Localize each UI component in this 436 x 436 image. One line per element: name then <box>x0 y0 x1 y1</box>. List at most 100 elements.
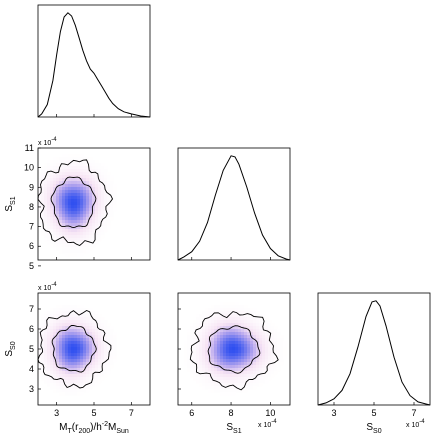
joint-panel-MT-SS0 <box>37 305 117 396</box>
density-cell <box>104 335 108 339</box>
density-cell <box>196 326 200 330</box>
density-cell <box>68 332 72 336</box>
density-cell <box>268 332 272 336</box>
density-cell <box>38 362 42 366</box>
density-cell <box>196 377 200 381</box>
density-cell <box>214 308 218 312</box>
density-cell <box>95 374 99 378</box>
density-cell <box>71 208 75 212</box>
density-cell <box>211 326 215 330</box>
density-cell <box>107 205 111 209</box>
density-cell <box>199 353 203 357</box>
density-cell <box>101 208 105 212</box>
density-cell <box>83 187 87 191</box>
density-cell <box>113 332 117 336</box>
density-cell <box>238 386 242 390</box>
density-cell <box>62 169 66 173</box>
density-cell <box>229 347 233 351</box>
density-cell <box>190 335 194 339</box>
density-cell <box>250 347 254 351</box>
density-cell <box>50 311 54 315</box>
density-cell <box>253 365 257 369</box>
density-cell <box>241 383 245 387</box>
density-cell <box>68 308 72 312</box>
density-cell <box>184 350 188 354</box>
density-cell <box>92 314 96 318</box>
density-cell <box>71 166 75 170</box>
density-cell <box>232 332 236 336</box>
density-cell <box>89 178 93 182</box>
density-cell <box>247 323 251 327</box>
density-cell <box>232 392 236 396</box>
density-cell <box>205 377 209 381</box>
density-cell <box>71 350 75 354</box>
density-cell <box>193 320 197 324</box>
density-cell <box>92 383 96 387</box>
density-cell <box>235 359 239 363</box>
density-cell <box>220 350 224 354</box>
density-cell <box>98 235 102 239</box>
density-cell <box>104 193 108 197</box>
density-cell <box>217 350 221 354</box>
density-cell <box>220 323 224 327</box>
density-cell <box>47 202 51 206</box>
density-cell <box>214 380 218 384</box>
density-cell <box>65 383 69 387</box>
density-cell <box>77 368 81 372</box>
density-cell <box>86 344 90 348</box>
density-cell <box>95 383 99 387</box>
density-cell <box>247 374 251 378</box>
density-cell <box>241 377 245 381</box>
density-cell <box>238 329 242 333</box>
density-cell <box>44 332 48 336</box>
density-cell <box>44 344 48 348</box>
density-cell <box>98 380 102 384</box>
density-cell <box>62 323 66 327</box>
density-cell <box>238 320 242 324</box>
density-cell <box>47 335 51 339</box>
density-cell <box>214 371 218 375</box>
density-cell <box>238 362 242 366</box>
density-cell <box>59 196 63 200</box>
density-cell <box>247 380 251 384</box>
density-cell <box>89 232 93 236</box>
density-cell <box>59 332 63 336</box>
density-cell <box>41 199 45 203</box>
density-cell <box>53 323 57 327</box>
density-cell <box>107 359 111 363</box>
density-cell <box>98 368 102 372</box>
density-cell <box>59 223 63 227</box>
density-cell <box>80 329 84 333</box>
density-cell <box>53 329 57 333</box>
density-cell <box>244 311 248 315</box>
density-cell <box>59 356 63 360</box>
multiplier-exponent: -4 <box>271 419 277 425</box>
density-cell <box>98 187 102 191</box>
density-cell <box>92 217 96 221</box>
density-cell <box>83 223 87 227</box>
density-cell <box>71 199 75 203</box>
density-cell <box>113 356 117 360</box>
density-cell <box>202 359 206 363</box>
density-cell <box>62 335 66 339</box>
density-cell <box>211 368 215 372</box>
density-cell <box>214 326 218 330</box>
density-cell <box>110 350 114 354</box>
density-cell <box>62 202 66 206</box>
density-cell <box>56 347 60 351</box>
density-cell <box>68 250 72 254</box>
density-cell <box>223 359 227 363</box>
density-cell <box>92 169 96 173</box>
density-cell <box>38 226 42 230</box>
density-cell <box>223 347 227 351</box>
density-cell <box>80 359 84 363</box>
density-cell <box>101 371 105 375</box>
density-cell <box>223 386 227 390</box>
density-cell <box>247 308 251 312</box>
density-cell <box>187 365 191 369</box>
density-cell <box>71 323 75 327</box>
density-cell <box>256 323 260 327</box>
density-cell <box>235 329 239 333</box>
density-cell <box>50 166 54 170</box>
density-cell <box>199 335 203 339</box>
